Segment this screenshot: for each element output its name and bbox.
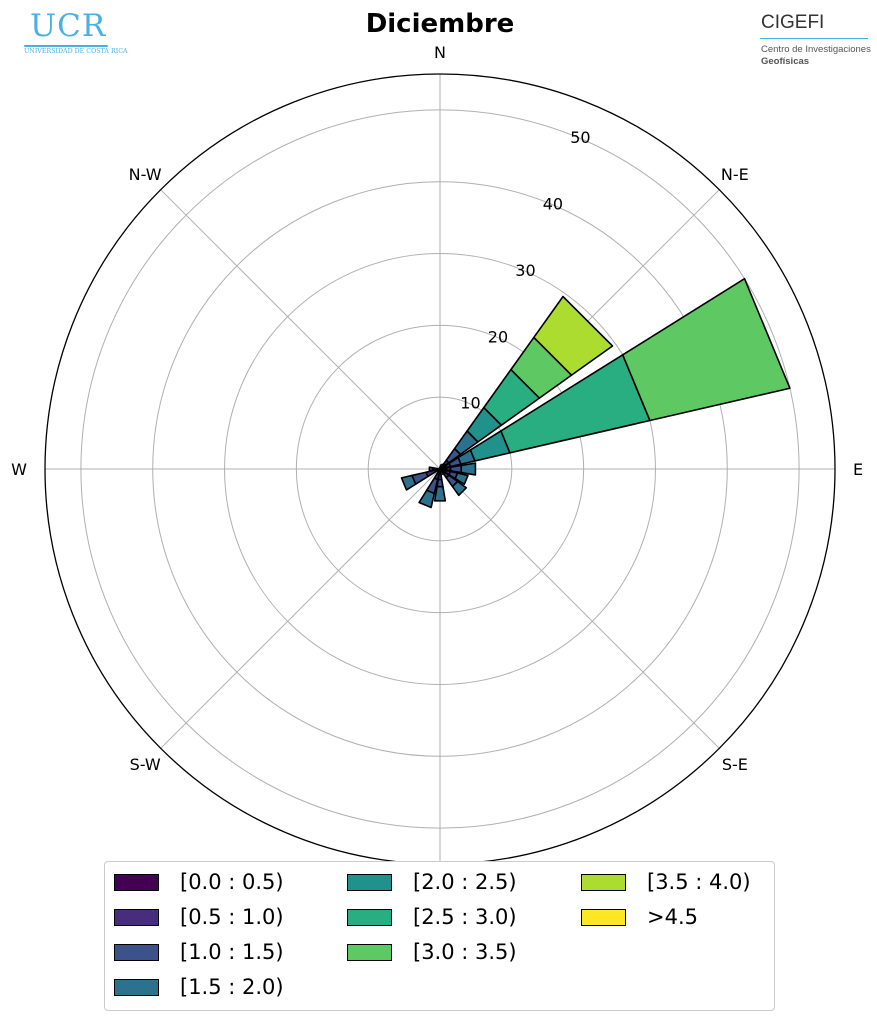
legend-item: [2.0 : 2.5) [347, 867, 517, 897]
legend-item: [3.0 : 3.5) [347, 937, 517, 967]
wind-bars [400, 277, 791, 509]
cigefi-logo-line1: Centro de Investigaciones [761, 44, 871, 55]
wind-bar-segment [454, 472, 469, 486]
wind-bar-segment [621, 277, 791, 422]
cigefi-logo: CIGEFI Centro de Investigaciones Geofísi… [760, 10, 872, 70]
legend-swatch [114, 908, 159, 926]
radial-gridline [439, 468, 720, 749]
legend-item: [1.0 : 1.5) [114, 937, 284, 967]
ucr-logo-letters: UCR [30, 8, 107, 44]
wind-bar-segment [428, 466, 434, 472]
ucr-logo: UCR UNIVERSIDAD DE COSTA RICA [22, 8, 128, 58]
ring-gridline [224, 253, 656, 685]
legend-label: [0.0 : 0.5) [180, 870, 284, 894]
legend-item: [0.0 : 0.5) [114, 867, 284, 897]
legend-item: [0.5 : 1.0) [114, 902, 284, 932]
direction-label: W [11, 460, 27, 479]
radial-tick-label: 40 [543, 195, 563, 214]
ring-gridline [295, 324, 585, 614]
ring-gridline [152, 181, 728, 757]
legend-label: >4.5 [647, 905, 698, 929]
legend-swatch [581, 908, 626, 926]
direction-label: S-E [722, 755, 748, 774]
legend-swatch [581, 873, 626, 891]
legend-swatch [114, 943, 159, 961]
polar-grid [44, 73, 836, 865]
direction-label: N-E [721, 165, 749, 184]
radial-tick-label: 50 [570, 128, 590, 147]
wind-bar-segment [460, 462, 477, 476]
legend-item: [1.5 : 2.0) [114, 972, 284, 1002]
ucr-logo-subtitle: UNIVERSIDAD DE COSTA RICA [24, 48, 128, 55]
direction-label: N [434, 43, 446, 62]
wind-bar-segment [533, 295, 614, 376]
legend-swatch [347, 943, 392, 961]
radial-tick-label: 10 [460, 394, 480, 413]
legend-label: [3.5 : 4.0) [647, 870, 751, 894]
radial-tick-label: 30 [515, 261, 535, 280]
radial-tick-label: 0 [438, 460, 448, 479]
direction-label: N-W [129, 165, 162, 184]
legend-label: [2.5 : 3.0) [413, 905, 517, 929]
legend-swatch [114, 873, 159, 891]
legend-item: [2.5 : 3.0) [347, 902, 517, 932]
direction-label: E [853, 460, 863, 479]
wind-bar-segment [400, 474, 417, 491]
cigefi-logo-line [760, 38, 868, 39]
cigefi-logo-line2: Geofísicas [761, 56, 810, 67]
legend-item: [3.5 : 4.0) [581, 867, 751, 897]
ucr-logo-swoosh [24, 45, 108, 47]
legend-swatch [347, 908, 392, 926]
legend: [0.0 : 0.5) [0.5 : 1.0) [1.0 : 1.5) [1.5 : … [104, 861, 775, 1011]
direction-label: S-W [130, 755, 161, 774]
radial-tick-label: 20 [488, 327, 508, 346]
legend-label: [3.0 : 3.5) [413, 940, 517, 964]
wind-bar-segment [433, 485, 447, 502]
legend-label: [1.0 : 1.5) [180, 940, 284, 964]
radial-gridline [160, 189, 441, 470]
ring-gridline [80, 109, 800, 829]
wind-bar-segment [418, 489, 436, 509]
legend-swatch [347, 873, 392, 891]
legend-label: [2.0 : 2.5) [413, 870, 517, 894]
chart-title: Diciembre [366, 9, 515, 39]
legend-item: >4.5 [581, 902, 698, 932]
ring-gridline [367, 396, 513, 542]
cigefi-logo-name: CIGEFI [761, 12, 825, 33]
wind-bar-segment [451, 480, 468, 497]
legend-label: [0.5 : 1.0) [180, 905, 284, 929]
legend-swatch [114, 978, 159, 996]
radial-gridline [160, 468, 441, 749]
legend-label: [1.5 : 2.0) [180, 975, 284, 999]
